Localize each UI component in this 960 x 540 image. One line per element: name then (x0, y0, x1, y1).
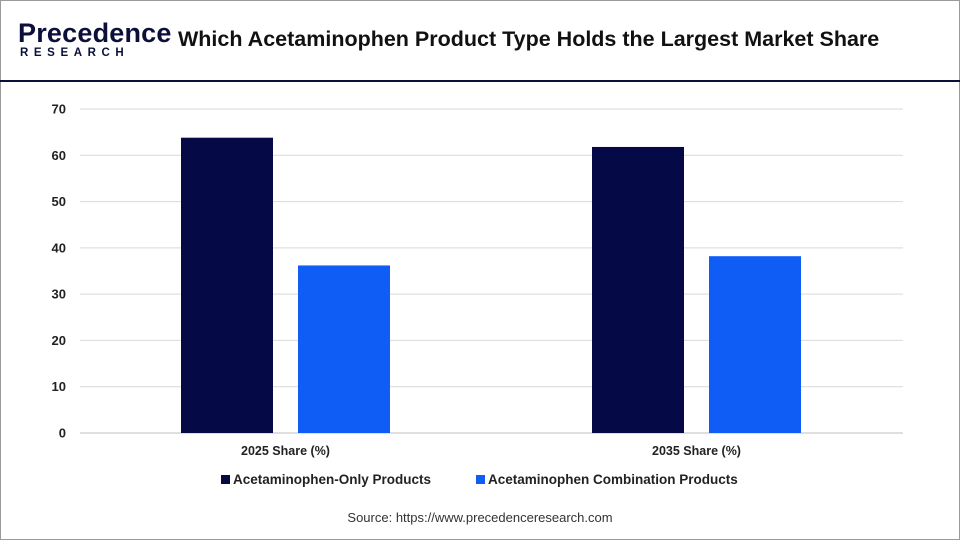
x-tick-label: 2025 Share (%) (241, 444, 330, 458)
bar-acetaminophen-only-0 (181, 137, 273, 433)
y-tick-label: 10 (52, 379, 66, 394)
legend-swatch-acetaminophen-only (221, 475, 230, 484)
bar-chart: 0 10 20 30 40 50 60 70 2025 Share (%) 2035 Share … (52, 102, 903, 458)
legend-swatch-combination (476, 475, 485, 484)
legend-label-combination: Acetaminophen Combination Products (488, 472, 738, 487)
y-tick-label: 60 (52, 148, 66, 163)
bar-combination-0 (298, 265, 390, 433)
legend-item-acetaminophen-only[interactable]: Acetaminophen-Only Products (221, 472, 431, 487)
y-tick-label: 0 (59, 426, 66, 441)
y-tick-label: 70 (52, 102, 66, 117)
legend: Acetaminophen-Only Products Acetaminophe… (0, 472, 960, 490)
legend-item-combination[interactable]: Acetaminophen Combination Products (476, 472, 738, 487)
source-note: Source: https://www.precedenceresearch.c… (347, 510, 613, 525)
y-tick-label: 40 (52, 240, 66, 255)
logo-wordmark: Precedence (18, 18, 172, 48)
y-tick-label: 30 (52, 287, 66, 302)
legend-label-acetaminophen-only: Acetaminophen-Only Products (233, 472, 432, 487)
logo-subtitle: RESEARCH (20, 47, 130, 59)
y-tick-label: 20 (52, 333, 66, 348)
brand-logo[interactable]: Precedence RESEARCH (18, 18, 171, 62)
y-tick-label: 50 (52, 194, 66, 209)
header: Precedence RESEARCH Which Acetaminophen … (0, 0, 960, 82)
bar-acetaminophen-only-1 (592, 146, 684, 433)
x-tick-label: 2035 Share (%) (652, 444, 741, 458)
bar-combination-1 (709, 256, 801, 433)
page-title: Which Acetaminophen Product Type Holds t… (178, 27, 880, 51)
